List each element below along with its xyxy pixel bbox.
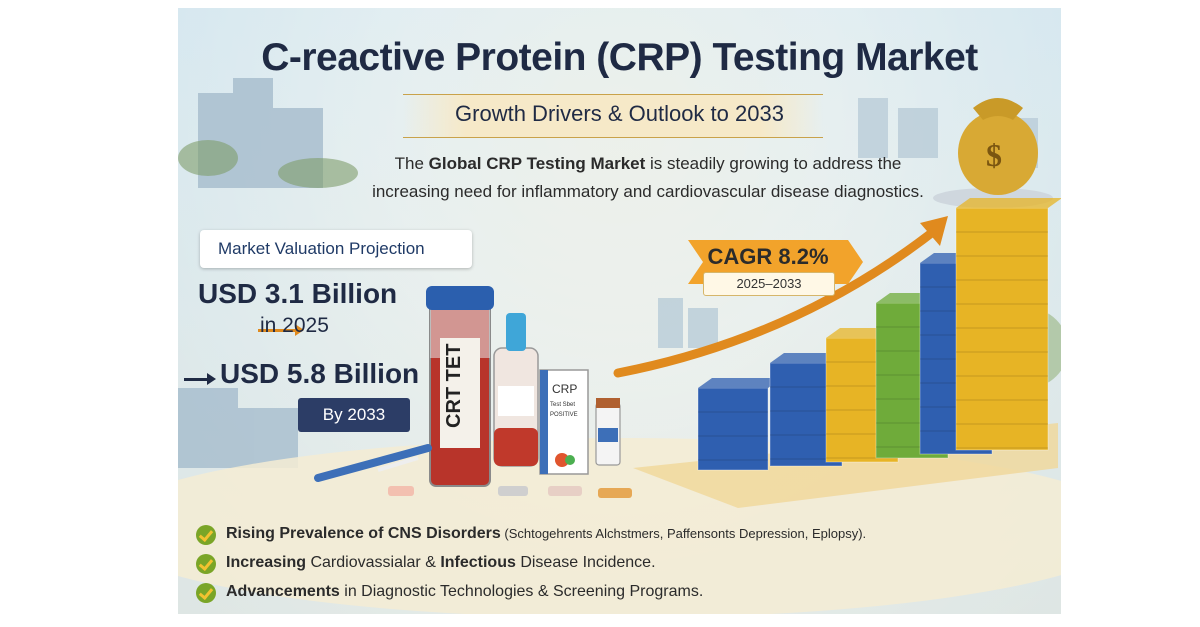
valuation-2025: USD 3.1 Billion — [198, 278, 398, 309]
tube-label: CRT TET — [443, 344, 465, 428]
valuation-banner: Market Valuation Projection — [200, 230, 472, 268]
svg-text:Test Sbet: Test Sbet — [550, 402, 575, 408]
svg-text:$: $ — [986, 137, 1002, 173]
list-item-text: Increasing Cardiovassialar & Infectious … — [226, 554, 656, 571]
check-icon — [196, 554, 216, 574]
growth-bar — [955, 207, 1049, 451]
intro-text: The Global CRP Testing Market is steadil… — [338, 150, 958, 206]
page-title: C-reactive Protein (CRP) Testing Market — [261, 36, 978, 79]
intro-line2: increasing need for inflammatory and car… — [372, 182, 924, 201]
arrow-right-icon — [258, 324, 304, 336]
test-tube-illustration: CRT TET — [426, 286, 494, 487]
valuation-banner-label: Market Valuation Projection — [218, 239, 425, 258]
intro-prefix: The — [394, 154, 429, 173]
valuation-2033-year-box: By 2033 — [298, 398, 410, 432]
list-item-text: Rising Prevalence of CNS Disorders (Scht… — [226, 525, 867, 542]
arrow-right-icon — [184, 373, 216, 385]
small-vial-illustration — [595, 398, 621, 466]
cagr-label: CAGR 8.2% — [707, 244, 829, 269]
dropper-bottle-illustration — [493, 313, 539, 467]
growth-bar — [697, 387, 769, 471]
test-kit-box-illustration: CRP Test Sbet POSITIVE — [539, 369, 589, 475]
page-subtitle: Growth Drivers & Outlook to 2033 — [455, 101, 784, 126]
intro-suffix: is steadily growing to address the — [645, 154, 902, 173]
valuation-2033: USD 5.8 Billion — [220, 358, 420, 389]
svg-text:CRP: CRP — [552, 382, 577, 396]
check-icon — [196, 525, 216, 545]
valuation-2025-year: in 2025 — [260, 314, 329, 337]
cagr-period-box: 2025–2033 — [703, 272, 835, 296]
city-left-illustration — [178, 78, 323, 468]
growth-bar-chart — [613, 198, 1061, 508]
cagr-period: 2025–2033 — [736, 276, 802, 291]
growth-bar-top — [956, 198, 1061, 208]
swab-and-lancets-illustration — [314, 444, 632, 498]
check-icon — [196, 583, 216, 603]
valuation-2033-year: By 2033 — [322, 405, 386, 424]
svg-text:POSITIVE: POSITIVE — [550, 412, 578, 418]
subtitle-band — [403, 94, 823, 138]
infographic-poster: CRT TET CRP Test Sbet POSITIVE — [178, 8, 1061, 614]
intro-bold: Global CRP Testing Market — [428, 154, 646, 173]
list-item-text: Advancements in Diagnostic Technologies … — [226, 583, 704, 600]
growth-bar-top — [698, 378, 782, 388]
growth-trend-arrow — [613, 223, 943, 378]
